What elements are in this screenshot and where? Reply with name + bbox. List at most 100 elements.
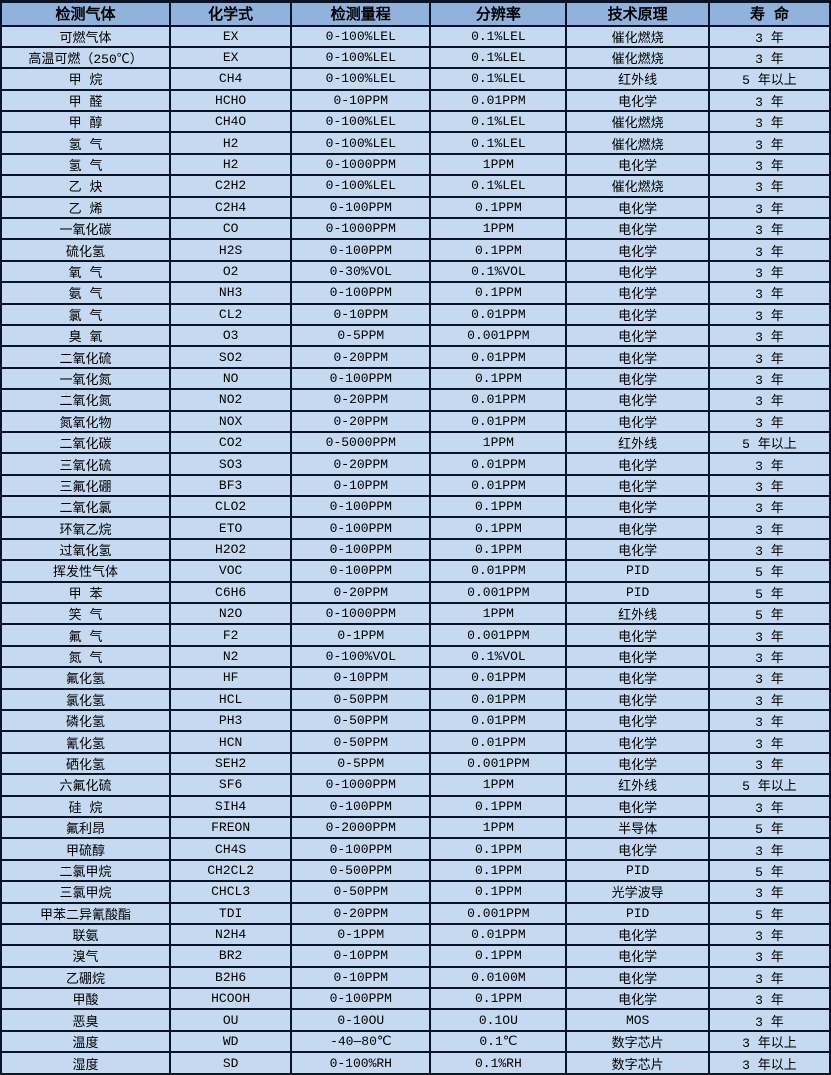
cell-gas-name: 二氯甲烷 — [0, 858, 172, 883]
table-row: 甲酸 HCOOH 0-100PPM 0.1PPM 电化学 3 年 — [0, 987, 831, 1011]
cell-detection-range: 0-1PPM — [290, 922, 432, 947]
table-row: 六氟化硫 SF6 0-1000PPM 1PPM 红外线 5 年以上 — [0, 773, 831, 797]
cell-detection-range: 0-100PPM — [290, 281, 432, 305]
cell-resolution: 0.1%LEL — [429, 174, 568, 198]
cell-detection-range: 0-1000PPM — [290, 152, 432, 177]
cell-detection-range: 0-100PPM — [290, 559, 432, 583]
cell-chemical-formula: SEH2 — [169, 751, 293, 776]
cell-lifespan: 5 年 — [707, 559, 831, 583]
cell-detection-range: 0-10PPM — [290, 965, 432, 990]
cell-technology: 电化学 — [565, 345, 710, 369]
cell-resolution: 0.01PPM — [429, 388, 568, 412]
cell-technology: PID — [565, 858, 710, 883]
cell-chemical-formula: F2 — [169, 623, 293, 647]
cell-detection-range: 0-100%LEL — [290, 45, 432, 70]
cell-technology: 电化学 — [565, 216, 710, 241]
cell-resolution: 0.01PPM — [429, 345, 568, 369]
cell-gas-name: 硅 烷 — [0, 794, 172, 818]
cell-resolution: 0.1PPM — [429, 238, 568, 262]
cell-gas-name: 氰化氢 — [0, 730, 172, 754]
cell-lifespan: 5 年以上 — [707, 430, 831, 455]
cell-chemical-formula: VOC — [169, 559, 293, 583]
cell-detection-range: 0-100PPM — [290, 537, 432, 562]
cell-detection-range: 0-100PPM — [290, 195, 432, 220]
cell-resolution: 0.1PPM — [429, 858, 568, 883]
table-row: 乙 炔 C2H2 0-100%LEL 0.1%LEL 催化燃烧 3 年 — [0, 174, 831, 198]
cell-lifespan: 3 年 — [707, 88, 831, 113]
cell-technology: PID — [565, 580, 710, 605]
table-row: 温度 WD -40—80℃ 0.1℃ 数字芯片 3 年以上 — [0, 1029, 831, 1054]
cell-chemical-formula: NO — [169, 366, 293, 391]
cell-technology: 电化学 — [565, 965, 710, 990]
cell-detection-range: 0-1000PPM — [290, 773, 432, 797]
cell-technology: 催化燃烧 — [565, 131, 710, 155]
cell-chemical-formula: C2H2 — [169, 174, 293, 198]
table-row: 三氧化硫 SO3 0-20PPM 0.01PPM 电化学 3 年 — [0, 452, 831, 476]
table-row: 二氧化碳 CO2 0-5000PPM 1PPM 红外线 5 年以上 — [0, 430, 831, 455]
cell-detection-range: 0-1000PPM — [290, 216, 432, 241]
cell-chemical-formula: NOX — [169, 409, 293, 433]
cell-resolution: 0.1PPM — [429, 366, 568, 391]
cell-detection-range: 0-2000PPM — [290, 815, 432, 840]
cell-gas-name: 氨 气 — [0, 281, 172, 305]
cell-technology: 电化学 — [565, 751, 710, 776]
table-row: 甲硫醇 CH4S 0-100PPM 0.1PPM 电化学 3 年 — [0, 837, 831, 861]
cell-technology: 数字芯片 — [565, 1029, 710, 1054]
cell-lifespan: 3 年 — [707, 259, 831, 284]
cell-resolution: 0.01PPM — [429, 559, 568, 583]
table-row: 一氧化氮 NO 0-100PPM 0.1PPM 电化学 3 年 — [0, 366, 831, 391]
cell-gas-name: 环氧乙烷 — [0, 516, 172, 540]
cell-technology: 电化学 — [565, 730, 710, 754]
cell-gas-name: 硫化氢 — [0, 238, 172, 262]
column-header-resolution: 分辨率 — [429, 0, 568, 27]
cell-detection-range: 0-20PPM — [290, 409, 432, 433]
cell-technology: 电化学 — [565, 944, 710, 968]
cell-lifespan: 3 年 — [707, 366, 831, 391]
cell-resolution: 0.01PPM — [429, 88, 568, 113]
cell-resolution: 0.1PPM — [429, 794, 568, 818]
cell-resolution: 0.01PPM — [429, 708, 568, 733]
cell-detection-range: 0-100%LEL — [290, 24, 432, 48]
cell-detection-range: 0-30%VOL — [290, 259, 432, 284]
cell-technology: PID — [565, 901, 710, 925]
cell-resolution: 0.01PPM — [429, 730, 568, 754]
cell-gas-name: 氮 气 — [0, 644, 172, 669]
cell-resolution: 1PPM — [429, 216, 568, 241]
cell-technology: PID — [565, 559, 710, 583]
cell-technology: 数字芯片 — [565, 1051, 710, 1075]
cell-gas-name: 甲硫醇 — [0, 837, 172, 861]
cell-technology: 电化学 — [565, 388, 710, 412]
cell-detection-range: 0-1000PPM — [290, 602, 432, 626]
cell-detection-range: 0-5PPM — [290, 751, 432, 776]
cell-gas-name: 乙 烯 — [0, 195, 172, 220]
cell-technology: 催化燃烧 — [565, 24, 710, 48]
cell-chemical-formula: SD — [169, 1051, 293, 1075]
cell-resolution: 0.0100M — [429, 965, 568, 990]
cell-gas-name: 乙硼烷 — [0, 965, 172, 990]
cell-lifespan: 3 年 — [707, 238, 831, 262]
cell-gas-name: 挥发性气体 — [0, 559, 172, 583]
cell-gas-name: 氢 气 — [0, 131, 172, 155]
cell-gas-name: 恶臭 — [0, 1008, 172, 1032]
cell-lifespan: 3 年 — [707, 965, 831, 990]
cell-gas-name: 氯 气 — [0, 302, 172, 326]
table-row: 可燃气体 EX 0-100%LEL 0.1%LEL 催化燃烧 3 年 — [0, 24, 831, 48]
table-row: 磷化氢 PH3 0-50PPM 0.01PPM 电化学 3 年 — [0, 708, 831, 733]
cell-resolution: 0.1%RH — [429, 1051, 568, 1075]
table-row: 硅 烷 SIH4 0-100PPM 0.1PPM 电化学 3 年 — [0, 794, 831, 818]
cell-lifespan: 3 年 — [707, 944, 831, 968]
cell-chemical-formula: SO2 — [169, 345, 293, 369]
cell-lifespan: 5 年 — [707, 602, 831, 626]
cell-detection-range: 0-100%RH — [290, 1051, 432, 1075]
cell-technology: 电化学 — [565, 708, 710, 733]
cell-gas-name: 湿度 — [0, 1051, 172, 1075]
cell-detection-range: 0-100PPM — [290, 516, 432, 540]
cell-technology: 电化学 — [565, 922, 710, 947]
cell-chemical-formula: WD — [169, 1029, 293, 1054]
table-row: 臭 氧 O3 0-5PPM 0.001PPM 电化学 3 年 — [0, 323, 831, 348]
cell-gas-name: 笑 气 — [0, 602, 172, 626]
cell-chemical-formula: FREON — [169, 815, 293, 840]
cell-chemical-formula: SF6 — [169, 773, 293, 797]
cell-technology: 电化学 — [565, 323, 710, 348]
cell-chemical-formula: BF3 — [169, 473, 293, 498]
